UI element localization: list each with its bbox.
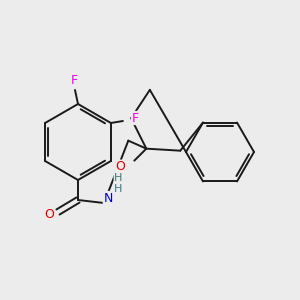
Text: H: H: [114, 184, 122, 194]
Text: F: F: [131, 112, 139, 124]
Text: O: O: [44, 208, 54, 221]
Text: F: F: [70, 74, 78, 88]
Text: N: N: [103, 191, 113, 205]
Text: O: O: [116, 160, 125, 173]
Text: H: H: [114, 173, 122, 183]
